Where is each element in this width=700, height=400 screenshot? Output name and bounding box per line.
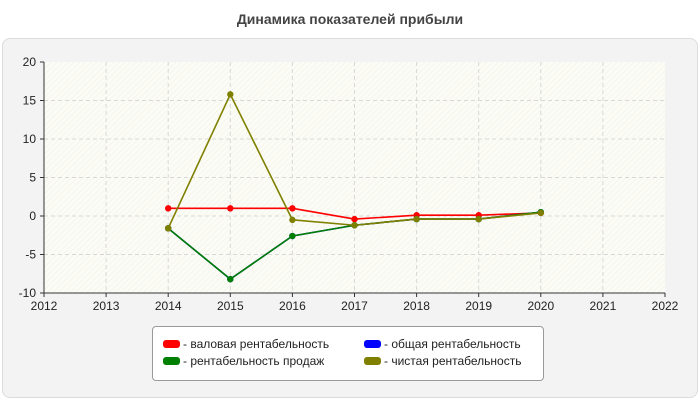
x-tick-label: 2019	[465, 299, 492, 313]
data-point-series-0	[289, 205, 296, 212]
legend-swatch-total-margin	[364, 340, 381, 348]
legend-item-net-margin: - чистая рентабельность	[364, 354, 521, 368]
y-tick-label: -5	[25, 248, 36, 262]
y-tick-label: 0	[29, 209, 36, 223]
x-tick-label: 2013	[93, 299, 120, 313]
legend: - валовая рентабельность - общая рентабе…	[152, 326, 544, 381]
y-tick-label: 15	[23, 94, 37, 108]
data-point-series-3	[475, 215, 482, 223]
legend-swatch-sales-margin	[163, 357, 180, 365]
legend-item-total-margin: - общая рентабельность	[364, 337, 521, 351]
data-point-series-3	[351, 222, 358, 229]
x-tick-label: 2016	[279, 299, 306, 313]
x-tick-label: 2018	[403, 299, 430, 313]
legend-label-net-margin: - чистая рентабельность	[384, 354, 522, 368]
data-point-series-3	[413, 215, 420, 223]
legend-item-gross-margin: - валовая рентабельность	[163, 337, 329, 351]
data-point-series-0	[351, 215, 358, 223]
data-point-series-0	[165, 205, 172, 212]
x-tick-label: 2014	[155, 299, 182, 313]
x-tick-label: 2012	[31, 299, 58, 313]
x-tick-label: 2020	[527, 299, 554, 313]
legend-label-total-margin: - общая рентабельность	[384, 337, 521, 351]
y-tick-label: 20	[23, 55, 37, 69]
x-tick-label: 2017	[341, 299, 368, 313]
x-tick-label: 2022	[652, 299, 679, 313]
data-point-series-3	[289, 216, 296, 224]
data-point-series-2	[289, 232, 296, 240]
legend-label-sales-margin: - рентабельность продаж	[183, 354, 325, 368]
x-tick-label: 2021	[590, 299, 617, 313]
y-tick-label: 5	[29, 171, 36, 185]
x-tick-label: 2015	[217, 299, 244, 313]
data-point-series-3	[227, 91, 234, 98]
legend-swatch-net-margin	[364, 357, 381, 365]
legend-item-sales-margin: - рентабельность продаж	[163, 354, 324, 368]
data-point-series-3	[165, 225, 172, 232]
data-point-series-3	[537, 209, 544, 217]
legend-label-gross-margin: - валовая рентабельность	[183, 337, 330, 351]
data-point-series-2	[227, 275, 234, 283]
y-tick-label: -10	[19, 286, 37, 300]
chart-title: Динамика показателей прибыли	[236, 11, 464, 27]
legend-swatch-gross-margin	[163, 340, 180, 348]
data-point-series-0	[227, 205, 234, 212]
y-tick-label: 10	[23, 132, 37, 146]
